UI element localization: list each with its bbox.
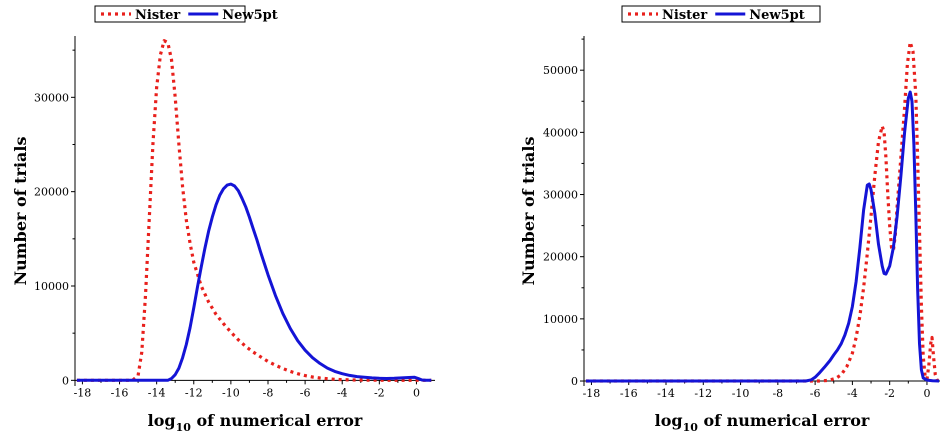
x-tick-label: -4 [337, 386, 348, 399]
x-tick-label: 0 [923, 387, 930, 400]
legend-label-nister: Nister [662, 8, 707, 23]
y-tick-label: 20000 [34, 186, 69, 199]
y-tick-label: 30000 [543, 189, 578, 202]
y-tick-label: 30000 [34, 91, 69, 104]
y-tick-label: 10000 [543, 313, 578, 326]
y-tick-label: 0 [62, 374, 69, 387]
x-tick-label: -14 [148, 386, 166, 399]
x-tick-label: -16 [111, 386, 129, 399]
x-tick-label: -12 [694, 387, 712, 400]
legend-label-nister: Nister [135, 8, 180, 23]
x-tick-label: -2 [884, 387, 895, 400]
chart-right: -18 -16 -14 -12 -10 -8 -6 -4 -2 0 0 10000 20000 30000… [519, 5, 940, 434]
x-tick-label: -10 [732, 387, 750, 400]
x-tick-label: -10 [222, 386, 240, 399]
x-axis-label: log10 of numerical error [148, 411, 363, 434]
y-tick-label: 10000 [34, 280, 69, 293]
legend-label-new5pt: New5pt [222, 8, 278, 23]
series-line-nister [76, 39, 432, 382]
x-tick-label: -16 [620, 387, 638, 400]
x-tick-label: -18 [583, 387, 601, 400]
y-axis-label: Number of trials [11, 136, 30, 285]
y-tick-label: 0 [571, 375, 578, 388]
y-tick-label: 50000 [543, 64, 578, 77]
y-axis-label: Number of trials [519, 136, 538, 285]
series-line-new5pt [585, 90, 940, 383]
y-tick-label: 20000 [543, 251, 578, 264]
x-tick-label: -8 [263, 386, 274, 399]
x-tick-label: -8 [772, 387, 783, 400]
x-tick-label: 0 [413, 386, 420, 399]
x-tick-label: -6 [300, 386, 311, 399]
series-line-nister [585, 40, 940, 383]
x-tick-label: -4 [847, 387, 858, 400]
x-tick-label: -6 [810, 387, 821, 400]
legend-label-new5pt: New5pt [749, 8, 805, 23]
legend-box [94, 5, 246, 23]
series-line-new5pt [76, 182, 432, 382]
x-tick-label: -18 [74, 386, 92, 399]
x-axis-label: log10 of numerical error [655, 411, 870, 434]
x-tick-label: -14 [657, 387, 675, 400]
x-tick-label: -2 [374, 386, 385, 399]
x-tick-label: -12 [185, 386, 203, 399]
chart-left: -18 -16 -14 -12 -10 -8 -6 -4 -2 0 0 10000 20000 30000… [11, 5, 435, 434]
y-tick-label: 40000 [543, 126, 578, 139]
